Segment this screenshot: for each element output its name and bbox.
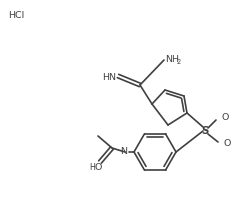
- Text: HN: HN: [102, 73, 116, 81]
- Text: 2: 2: [177, 59, 181, 64]
- Text: S: S: [201, 126, 209, 136]
- Text: O: O: [223, 140, 230, 148]
- Text: HCl: HCl: [8, 12, 24, 20]
- Text: N: N: [120, 147, 127, 157]
- Text: H: H: [89, 163, 95, 173]
- Text: NH: NH: [165, 55, 179, 63]
- Text: O: O: [221, 114, 228, 122]
- Text: O: O: [94, 162, 102, 171]
